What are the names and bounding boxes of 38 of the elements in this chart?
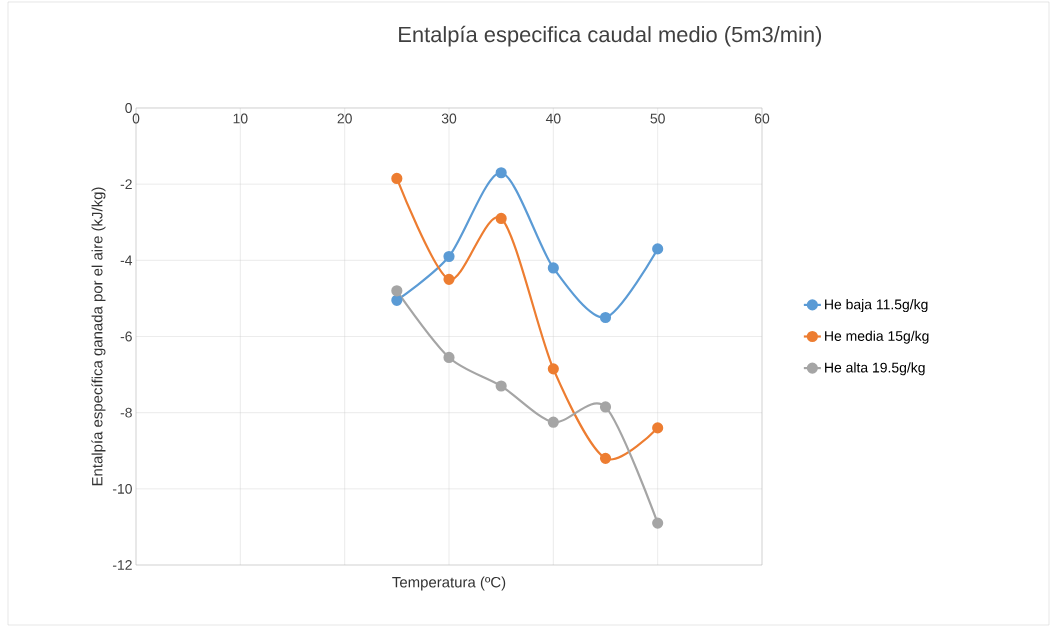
y-tick-label: -6: [120, 331, 132, 342]
point: [652, 422, 664, 434]
x-tick-label: 20: [337, 113, 352, 124]
x-tick-label: 10: [233, 113, 248, 124]
point: [547, 416, 559, 428]
point: [547, 363, 559, 375]
point: [599, 401, 612, 413]
point: [652, 517, 664, 529]
point: [599, 452, 612, 464]
x-tick-label: 60: [754, 113, 770, 124]
point: [495, 212, 507, 225]
point: [391, 294, 403, 306]
x-tick-label: 40: [545, 113, 561, 124]
x-tick-label: 0: [132, 113, 140, 124]
y-axis-title: Entalpía específica ganada por el aire (kJ/kg): [91, 187, 106, 486]
legend-label: He media 15g/kg: [825, 330, 929, 344]
point: [391, 285, 403, 297]
point: [547, 262, 559, 274]
x-tick-label: 50: [650, 113, 665, 124]
point: [599, 311, 612, 324]
point: [495, 167, 507, 179]
y-tick-label: -2: [120, 179, 132, 190]
legend-label: He baja 11.5g/kg: [825, 299, 928, 313]
point: [391, 172, 403, 185]
legend-label: He alta 19.5g/kg: [825, 362, 925, 376]
chart-title: Entalpía especifica caudal medio (5m3/min): [399, 25, 822, 47]
point: [443, 273, 455, 285]
y-tick-label: -8: [120, 407, 132, 418]
y-tick-label: -4: [120, 255, 133, 266]
y-tick-label: -10: [112, 483, 132, 494]
x-axis-title: Temperatura (ºC): [392, 576, 506, 591]
point: [495, 380, 507, 392]
point: [652, 243, 664, 255]
x-tick-label: 30: [441, 113, 457, 124]
point: [443, 250, 455, 263]
y-tick-label: 0: [125, 103, 132, 113]
y-tick-label: -12: [112, 560, 132, 570]
point: [443, 351, 455, 364]
